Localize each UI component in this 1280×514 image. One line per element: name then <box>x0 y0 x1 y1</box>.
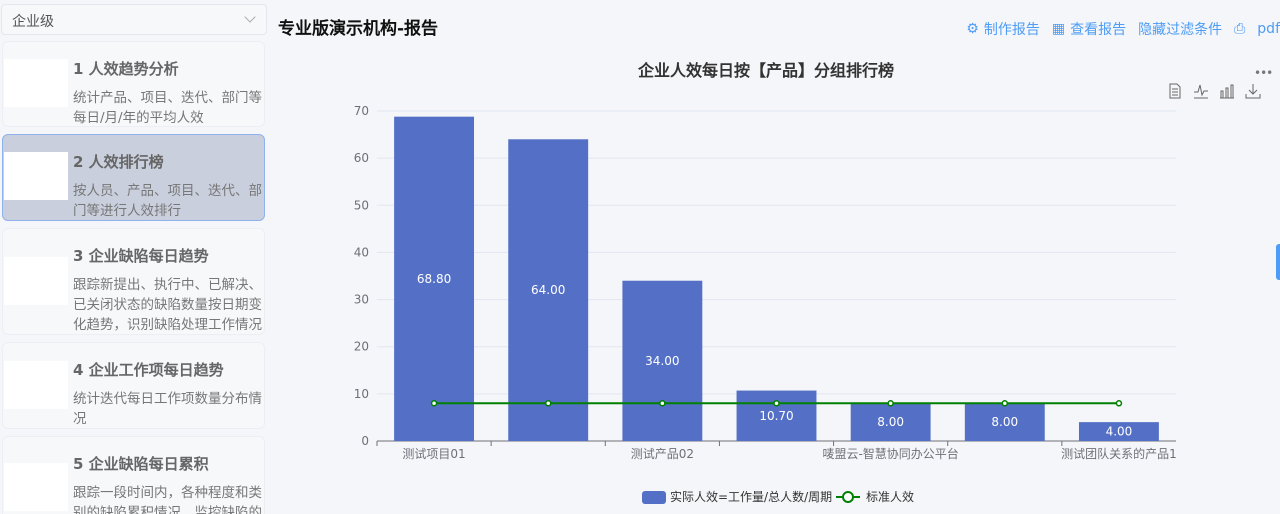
y-tick-label: 60 <box>354 151 369 165</box>
bar <box>964 403 1045 441</box>
print-button[interactable]: ⎙ <box>1234 19 1245 39</box>
level-select-value: 企业级 <box>12 14 54 30</box>
standard-point <box>659 400 666 407</box>
bar <box>394 116 475 442</box>
x-tick-label: 测试产品02 <box>631 446 694 461</box>
report-thumbnail <box>4 463 68 511</box>
card-desc: 按人员、产品、项目、迭代、部门等进行人效排行 <box>73 183 262 219</box>
pdf-button[interactable]: pdf <box>1257 21 1280 37</box>
standard-point <box>1001 400 1009 407</box>
y-tick-label: 30 <box>354 293 369 307</box>
bar-data-label: 4.00 <box>1106 425 1133 439</box>
report-thumbnail <box>4 59 68 107</box>
bar <box>736 390 817 441</box>
bar-data-label: 64.00 <box>531 283 565 297</box>
report-card-3[interactable]: 3 企业缺陷每日趋势跟踪新提出、执行中、已解决、已关闭状态的缺陷数量按日期变化趋… <box>2 228 265 335</box>
bar <box>1078 422 1159 441</box>
y-tick-label: 50 <box>354 198 369 212</box>
legend-line-label: 标准人效 <box>866 489 914 504</box>
report-thumbnail <box>4 152 68 200</box>
bar-data-label: 8.00 <box>877 415 904 429</box>
y-tick-label: 10 <box>354 387 369 401</box>
view-report-button[interactable]: ▦ 查看报告 <box>1052 19 1126 39</box>
bar-data-label: 10.70 <box>759 409 793 423</box>
bar <box>622 280 703 441</box>
x-tick-label: 唛盟云-智慧协同办公平台 <box>822 446 958 461</box>
legend-bar-swatch <box>642 491 666 504</box>
gear-icon: ⚙ <box>966 21 979 37</box>
chart-title: 企业人效每日按【产品】分组排行榜 <box>638 61 895 80</box>
bar-data-label: 8.00 <box>991 415 1018 429</box>
report-card-4[interactable]: 4 企业工作项每日趋势统计迭代每日工作项数量分布情况 <box>2 342 265 429</box>
page-title: 专业版演示机构-报告 <box>278 19 439 39</box>
printer-icon: ⎙ <box>1234 21 1246 37</box>
bar <box>508 139 589 442</box>
y-tick-label: 0 <box>361 434 369 448</box>
report-thumbnail <box>4 361 68 409</box>
standard-point <box>887 400 894 407</box>
report-card-2[interactable]: 2 人效排行榜按人员、产品、项目、迭代、部门等进行人效排行 <box>2 134 265 221</box>
legend-bar-label: 实际人效=工作量/总人数/周期 <box>670 489 832 504</box>
sidebar: 企业级 1 人效趋势分析统计产品、项目、迭代、部门等每日/月/年的平均人效 2 … <box>0 0 270 514</box>
hide-filter-button[interactable]: 隐藏过滤条件 <box>1138 22 1223 38</box>
header-toolbar: ⚙ 制作报告 ▦ 查看报告 隐藏过滤条件 ⎙ pdf <box>966 19 1280 39</box>
make-report-button[interactable]: ⚙ 制作报告 <box>966 19 1040 39</box>
card-title: 3 企业缺陷每日趋势 <box>73 247 209 265</box>
y-tick-label: 20 <box>354 340 369 354</box>
card-title: 1 人效趋势分析 <box>73 60 179 78</box>
bar <box>850 403 931 441</box>
standard-point <box>1115 400 1123 407</box>
card-desc: 统计产品、项目、迭代、部门等每日/月/年的平均人效 <box>73 90 262 126</box>
make-report-label: 制作报告 <box>983 22 1040 38</box>
standard-point <box>544 400 552 407</box>
data-view-icon[interactable] <box>1166 82 1184 100</box>
y-tick-label: 70 <box>354 104 369 118</box>
side-drawer-handle[interactable] <box>1276 244 1280 280</box>
y-tick-label: 40 <box>354 245 369 259</box>
standard-point <box>773 400 780 407</box>
line-chart-icon[interactable] <box>1192 82 1210 100</box>
calendar-icon: ▦ <box>1051 21 1066 37</box>
card-desc: 跟踪一段时间内，各种程度和类别的缺陷累积情况，监控缺陷的 <box>73 485 262 514</box>
chart-tools <box>1166 82 1262 100</box>
card-title: 2 人效排行榜 <box>73 153 164 171</box>
report-card-5[interactable]: 5 企业缺陷每日累积跟踪一段时间内，各种程度和类别的缺陷累积情况，监控缺陷的 <box>2 436 265 514</box>
card-title: 5 企业缺陷每日累积 <box>73 455 209 473</box>
card-title: 4 企业工作项每日趋势 <box>73 361 224 379</box>
report-card-1[interactable]: 1 人效趋势分析统计产品、项目、迭代、部门等每日/月/年的平均人效 <box>2 41 265 127</box>
x-tick-label: 测试团队关系的产品1 <box>1061 446 1177 461</box>
level-select[interactable]: 企业级 <box>1 4 267 35</box>
x-tick-label: 测试项目01 <box>402 446 465 461</box>
more-icon[interactable]: ••• <box>1254 66 1273 80</box>
bar-chart-icon[interactable] <box>1218 82 1236 100</box>
card-desc: 统计迭代每日工作项数量分布情况 <box>73 391 262 427</box>
legend-line-marker <box>842 491 854 503</box>
bar-data-label: 68.80 <box>417 272 451 286</box>
download-icon[interactable] <box>1244 82 1262 100</box>
report-thumbnail <box>4 257 68 305</box>
standard-point <box>430 400 438 407</box>
view-report-label: 查看报告 <box>1070 22 1127 38</box>
card-desc: 跟踪新提出、执行中、已解决、已关闭状态的缺陷数量按日期变化趋势，识别缺陷处理工作… <box>73 277 262 333</box>
bar-data-label: 34.00 <box>645 354 679 368</box>
